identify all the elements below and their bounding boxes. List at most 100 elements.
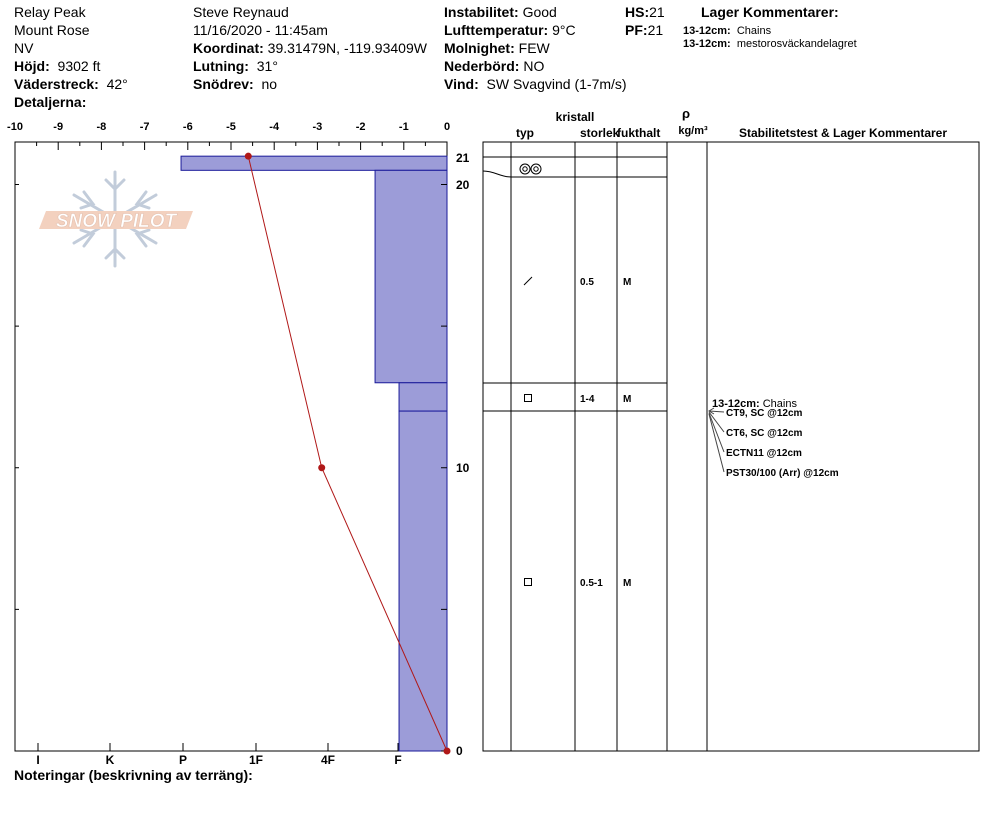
stability-test-1: CT9, SC @12cm bbox=[726, 408, 803, 419]
pf-value: 21 bbox=[647, 22, 664, 38]
row-2-moisture: M bbox=[623, 394, 631, 405]
temp-tick-label: 0 bbox=[444, 121, 450, 133]
wind: Vind: SW Svagvind (1-7m/s) bbox=[444, 76, 627, 92]
instability-label: Instabilitet: bbox=[444, 4, 519, 20]
col-comments: Stabilitetstest & Lager Kommentarer bbox=[739, 126, 947, 140]
aspect-value: 42° bbox=[106, 76, 128, 92]
drift-value: no bbox=[261, 76, 278, 92]
pf-label: PF: bbox=[625, 22, 648, 38]
temp-tick-label: -5 bbox=[226, 121, 236, 133]
temp-tick-label: -9 bbox=[53, 121, 63, 133]
depth-label: 0 bbox=[456, 744, 463, 758]
stability-title-depth: 13-12cm: bbox=[712, 398, 760, 410]
row-1-size: 0.5 bbox=[580, 277, 594, 288]
stability-title-text: Chains bbox=[763, 398, 798, 410]
range-name: Mount Rose bbox=[14, 22, 90, 38]
layer-comment-2-depth: 13-12cm: bbox=[683, 38, 731, 50]
slope-label: Lutning: bbox=[193, 58, 249, 74]
sky-label: Molnighet: bbox=[444, 40, 515, 56]
col-kristall: kristall bbox=[556, 110, 595, 124]
wind-value: SW Svagvind (1-7m/s) bbox=[486, 76, 627, 92]
temp-tick-label: -2 bbox=[356, 121, 366, 133]
layer-comment-1-depth: 13-12cm: bbox=[683, 25, 731, 37]
drift-label: Snödrev: bbox=[193, 76, 254, 92]
elevation-label: Höjd: bbox=[14, 58, 50, 74]
drift: Snödrev: no bbox=[193, 76, 277, 92]
aspect: Väderstreck: 42° bbox=[14, 76, 128, 92]
aspect-label: Väderstreck: bbox=[14, 76, 99, 92]
layer-comment-1-text: Chains bbox=[736, 25, 772, 37]
temp-tick-label: -7 bbox=[140, 121, 150, 133]
hardness-tick-label: F bbox=[394, 753, 401, 767]
stability-leader-lines bbox=[708, 407, 725, 473]
hs-label: HS: bbox=[625, 4, 650, 20]
hardness-layers bbox=[180, 155, 448, 752]
temperature-profile bbox=[244, 152, 451, 755]
layer-table bbox=[482, 141, 980, 752]
depth-label: 10 bbox=[456, 461, 470, 475]
hardness-layer-4 bbox=[398, 410, 448, 752]
temperature-point bbox=[318, 464, 326, 472]
hardness-layer-1 bbox=[180, 155, 448, 171]
sky-value: FEW bbox=[518, 40, 550, 56]
airtemp-label: Lufttemperatur: bbox=[444, 22, 549, 38]
precip-value: NO bbox=[523, 58, 545, 74]
precip-label: Nederbörd: bbox=[444, 58, 520, 74]
hardness-tick-label: 1F bbox=[249, 753, 263, 767]
hardness-tick-label: I bbox=[36, 753, 39, 767]
stability-test-3: ECTN11 @12cm bbox=[726, 448, 802, 459]
air-temp: Lufttemperatur: 9°C bbox=[444, 22, 576, 38]
temperature-point bbox=[443, 747, 451, 755]
temp-tick-label: -1 bbox=[399, 121, 409, 133]
snowpilot-logo: SNOW PILOT bbox=[39, 170, 193, 268]
layer-comments-title: Lager Kommentarer: bbox=[701, 4, 839, 20]
slope: Lutning: 31° bbox=[193, 58, 278, 74]
elevation: Höjd: 9302 ft bbox=[14, 58, 100, 74]
col-typ: typ bbox=[516, 126, 534, 140]
temp-tick-label: -6 bbox=[183, 121, 193, 133]
temp-tick-label: -4 bbox=[269, 121, 280, 133]
state-name: NV bbox=[14, 40, 34, 56]
elevation-value: 9302 ft bbox=[57, 58, 101, 74]
layer-comment-2: 13-12cm: mestorosväckandelagret bbox=[683, 38, 857, 50]
datetime: 11/16/2020 - 11:45am bbox=[193, 22, 328, 38]
details-label: Detaljerna: bbox=[14, 94, 87, 110]
coordinates: Koordinat: 39.31479N, -119.93409W bbox=[193, 40, 427, 56]
logo-banner bbox=[39, 211, 193, 229]
row-2-size: 1-4 bbox=[580, 394, 595, 405]
precip: Nederbörd: NO bbox=[444, 58, 544, 74]
instability-value: Good bbox=[522, 4, 557, 20]
stability-test-4: PST30/100 (Arr) @12cm bbox=[726, 468, 839, 479]
decomposing-fragments-icon bbox=[523, 276, 533, 286]
hardness-tick-label: K bbox=[106, 753, 115, 767]
site-name: Relay Peak bbox=[14, 4, 86, 20]
stability-test-2: CT6, SC @12cm bbox=[726, 428, 803, 439]
temperature-point bbox=[244, 152, 252, 160]
hardness-layer-2 bbox=[374, 169, 448, 384]
layer-comment-1: 13-12cm: Chains bbox=[683, 25, 771, 37]
faceted-crystals-icon bbox=[524, 394, 532, 402]
layer-comment-2-text: mestorosväckandelagret bbox=[736, 38, 857, 50]
depth-label: 21 bbox=[456, 151, 470, 165]
sky: Molnighet: FEW bbox=[444, 40, 550, 56]
stability-title: 13-12cm: Chains bbox=[712, 398, 797, 410]
slope-value: 31° bbox=[256, 58, 278, 74]
temp-tick-label: -3 bbox=[313, 121, 323, 133]
airtemp-value: 9°C bbox=[552, 22, 576, 38]
row-3-size: 0.5-1 bbox=[580, 578, 603, 589]
hardness-tick-label: P bbox=[179, 753, 187, 767]
hardness-tick-label: 4F bbox=[321, 753, 335, 767]
coord-label: Koordinat: bbox=[193, 40, 264, 56]
melt-forms-icon bbox=[519, 163, 542, 175]
temp-tick-label: -8 bbox=[97, 121, 107, 133]
wind-label: Vind: bbox=[444, 76, 479, 92]
row-3-moisture: M bbox=[623, 578, 631, 589]
logo-text: SNOW PILOT bbox=[56, 211, 178, 232]
col-rho-unit: kg/m³ bbox=[678, 125, 708, 137]
hs: HS:21 bbox=[625, 4, 665, 20]
temp-tick-label: -10 bbox=[7, 121, 23, 133]
observer: Steve Reynaud bbox=[193, 4, 289, 20]
coord-value: 39.31479N, -119.93409W bbox=[267, 40, 427, 56]
hardness-layer-3 bbox=[398, 382, 448, 412]
